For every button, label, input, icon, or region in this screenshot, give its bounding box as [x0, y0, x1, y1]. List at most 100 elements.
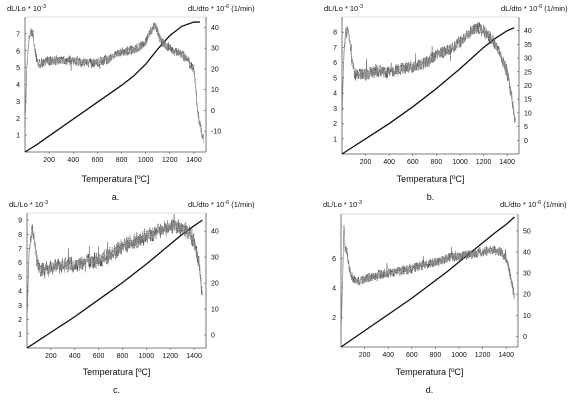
right-axis-title-unit: (1/min)	[229, 200, 255, 209]
left-tick-label: 2	[18, 317, 22, 324]
right-tick-label: 20	[211, 66, 219, 73]
x-tick-label: 1200	[162, 157, 178, 164]
right-tick-label: 40	[211, 229, 219, 236]
right-axis-title-exponent: -6	[536, 200, 541, 206]
right-axis-title-unit: (1/min)	[229, 4, 255, 13]
x-tick-label: 1400	[499, 159, 515, 166]
x-tick-label: 1200	[162, 353, 178, 360]
left-axis-title-text: dL/Lo * 10	[9, 200, 43, 209]
left-tick-label: 5	[16, 65, 20, 72]
right-axis-title-unit: (1/min)	[542, 4, 568, 13]
right-tick-label: 40	[524, 28, 532, 35]
left-tick-label: 4	[333, 91, 337, 98]
left-tick-label: 1	[333, 136, 337, 143]
left-tick-label: 5	[18, 274, 22, 281]
left-axis-title: dL/Lo * 10-3	[7, 4, 46, 13]
chart-panel-3: dL/Lo * 10-3 dL/dto * 10-6 (1/min) 1 2 3 4 5 6 7…	[9, 200, 255, 395]
left-axis-title: dL/Lo * 10-3	[323, 200, 362, 209]
x-tick-label: 400	[67, 157, 79, 164]
left-tick-label: 2	[333, 121, 337, 128]
left-tick-label: 7	[16, 31, 20, 38]
right-axis-title-text: dL/dto * 10	[500, 200, 536, 209]
x-tick-label: 1400	[186, 157, 202, 164]
right-tick-label: 0	[524, 138, 528, 145]
left-tick-label: 3	[333, 106, 337, 113]
left-axis-title-exponent: -3	[43, 200, 48, 206]
right-tick-label: 10	[211, 87, 219, 94]
right-tick-label: 20	[523, 292, 531, 299]
x-axis-label: Temperatura [ºC]	[82, 174, 150, 184]
left-axis-title-exponent: -3	[41, 4, 46, 10]
panel-label: a.	[112, 192, 120, 202]
right-tick-label: -10	[211, 129, 221, 136]
right-axis-title-unit: (1/min)	[541, 200, 567, 209]
left-tick-label: 6	[333, 60, 337, 67]
right-tick-label: 10	[523, 313, 531, 320]
right-tick-label: 10	[524, 110, 532, 117]
right-axis-title-exponent: -6	[537, 4, 542, 10]
x-tick-label: 600	[407, 159, 419, 166]
x-tick-label: 800	[117, 353, 129, 360]
x-tick-label: 200	[43, 157, 55, 164]
panel-label: c.	[113, 385, 120, 395]
x-axis-label: Temperatura [ºC]	[83, 367, 151, 377]
x-tick-label: 400	[69, 353, 81, 360]
x-tick-label: 1200	[476, 159, 492, 166]
x-tick-label: 800	[116, 157, 128, 164]
panel-label: d.	[426, 385, 434, 395]
x-tick-label: 400	[383, 159, 395, 166]
series-dl-dto-band	[24, 22, 204, 143]
x-tick-label: 1000	[451, 352, 467, 359]
x-tick-label: 200	[45, 353, 57, 360]
right-axis-title: dL/dto * 10-6 (1/min)	[188, 200, 255, 209]
right-axis-title-text: dL/dto * 10	[188, 4, 224, 13]
left-tick-label: 6	[18, 260, 22, 267]
left-tick-label: 6	[332, 256, 336, 263]
right-tick-label: 20	[211, 281, 219, 288]
right-tick-label: 5	[524, 124, 528, 131]
left-tick-label: 1	[18, 331, 22, 338]
left-tick-label: 4	[16, 82, 20, 89]
right-tick-label: 30	[211, 46, 219, 53]
right-tick-label: 30	[211, 255, 219, 262]
panel-label: b.	[427, 192, 435, 202]
right-tick-label: 40	[211, 25, 219, 32]
right-tick-label: 40	[523, 250, 531, 257]
x-tick-label: 600	[92, 157, 104, 164]
right-axis-title-text: dL/dto * 10	[501, 4, 537, 13]
chart-panel-1: dL/Lo * 10-3 dL/dto * 10-6 (1/min) 1 2 3 4 5 6 7…	[7, 4, 255, 202]
right-tick-label: 30	[524, 56, 532, 63]
left-tick-label: 7	[18, 246, 22, 253]
x-axis-label: Temperatura [ºC]	[397, 174, 465, 184]
series-dl-lo-line	[340, 216, 515, 348]
right-axis-title: dL/dto * 10-6 (1/min)	[501, 4, 568, 13]
right-axis-title-exponent: -6	[224, 200, 229, 206]
left-axis-title-text: dL/Lo * 10	[324, 4, 358, 13]
x-tick-label: 1200	[475, 352, 491, 359]
left-tick-label: 8	[18, 232, 22, 239]
series-dl-dto-band	[26, 220, 203, 318]
x-tick-label: 1000	[452, 159, 468, 166]
right-tick-label: 0	[211, 108, 215, 115]
chart-panel-4: dL/Lo * 10-3 dL/dto * 10-6 (1/min) 2 4 6 0 10 2…	[323, 200, 567, 395]
right-tick-label: 0	[211, 333, 215, 340]
x-tick-label: 600	[406, 352, 418, 359]
right-tick-label: 20	[524, 83, 532, 90]
left-tick-label: 1	[16, 133, 20, 140]
left-axis-title: dL/Lo * 10-3	[324, 4, 363, 13]
series-dl-dto-line	[341, 22, 516, 123]
right-tick-label: 25	[524, 69, 532, 76]
chart-panel-2: dL/Lo * 10-3 dL/dto * 10-6 (1/min) 1 2 3 4 5 6 7…	[324, 4, 568, 202]
right-tick-label: 10	[211, 307, 219, 314]
right-axis-title: dL/dto * 10-6 (1/min)	[188, 4, 255, 13]
series-dl-lo-line	[26, 219, 203, 349]
left-tick-label: 4	[332, 285, 336, 292]
left-tick-label: 2	[16, 116, 20, 123]
series-dl-dto-line	[24, 22, 204, 140]
x-axis-label: Temperatura [ºC]	[396, 367, 464, 377]
left-tick-label: 3	[16, 99, 20, 106]
right-tick-label: 15	[524, 97, 532, 104]
x-tick-label: 200	[360, 159, 372, 166]
